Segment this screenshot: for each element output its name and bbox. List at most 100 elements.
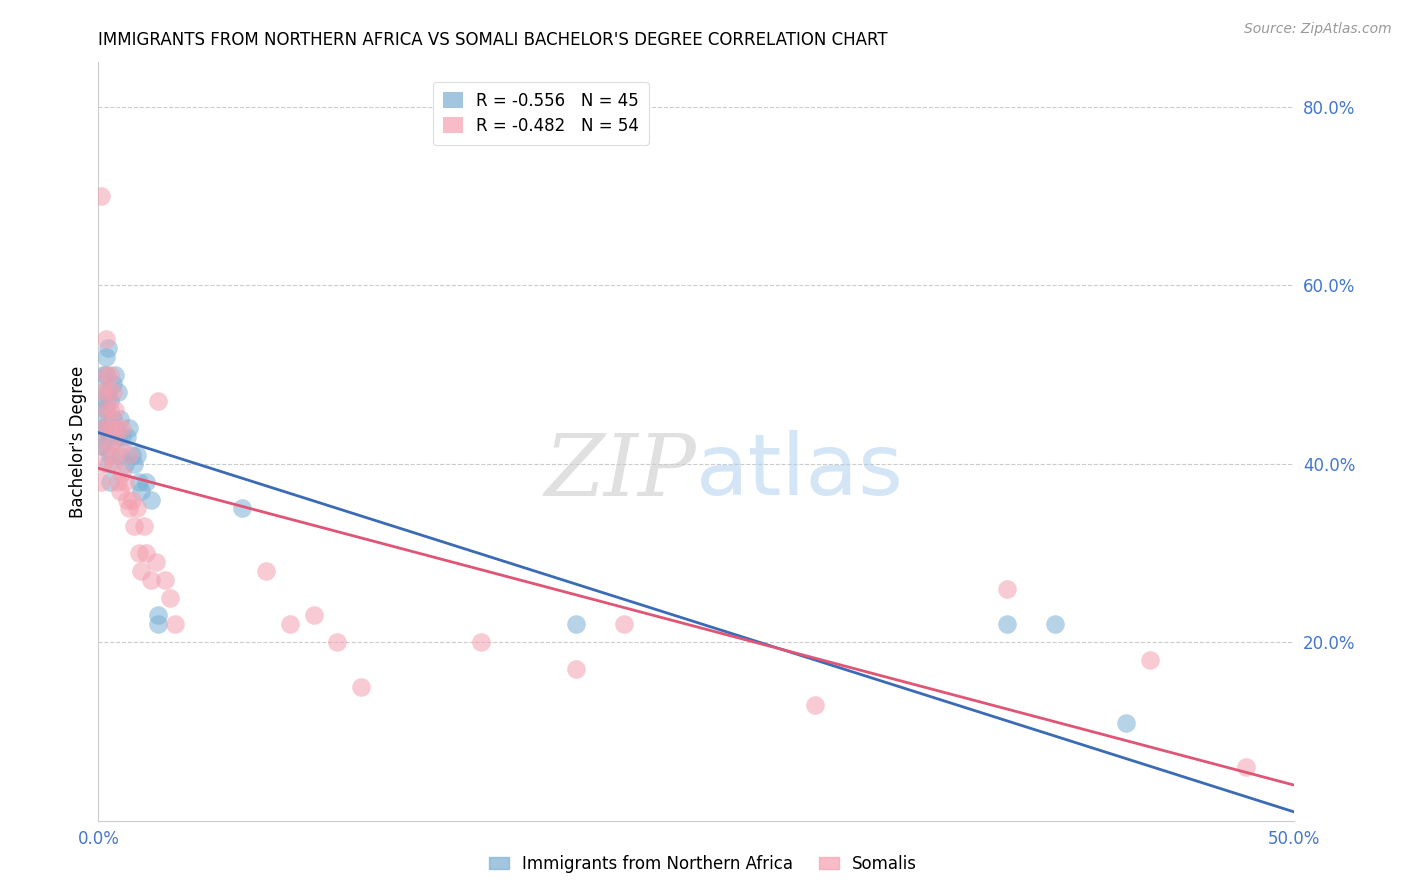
Point <box>613 617 636 632</box>
Point <box>91 421 114 435</box>
Point <box>1139 653 1161 667</box>
Point <box>97 421 120 435</box>
Point <box>121 492 143 507</box>
Point <box>91 439 114 453</box>
Point <box>125 501 148 516</box>
Point <box>163 617 186 632</box>
Point <box>139 573 162 587</box>
Point <box>90 421 112 435</box>
Point <box>118 501 141 516</box>
Point <box>115 492 138 507</box>
Point <box>107 421 129 435</box>
Point <box>98 368 122 382</box>
Point <box>101 457 124 471</box>
Point <box>97 457 120 471</box>
Point <box>326 635 349 649</box>
Point <box>101 385 124 400</box>
Point <box>94 368 117 382</box>
Point <box>91 385 114 400</box>
Point <box>97 341 120 355</box>
Point <box>111 421 134 435</box>
Point <box>159 591 181 605</box>
Point <box>107 430 129 444</box>
Point <box>98 475 122 489</box>
Point <box>804 698 827 712</box>
Point <box>97 421 120 435</box>
Point <box>135 475 157 489</box>
Point <box>108 448 131 462</box>
Point <box>101 421 124 435</box>
Point <box>1234 760 1257 774</box>
Point <box>91 421 114 435</box>
Point <box>1115 715 1137 730</box>
Point <box>145 555 167 569</box>
Point <box>114 457 136 471</box>
Point <box>114 475 136 489</box>
Point <box>107 475 129 489</box>
Point <box>90 189 112 203</box>
Point <box>139 492 162 507</box>
Point <box>94 403 117 417</box>
Point <box>135 546 157 560</box>
Point <box>97 385 120 400</box>
Text: ZIP: ZIP <box>544 431 696 513</box>
Point <box>121 448 143 462</box>
Point <box>90 439 112 453</box>
Point <box>98 394 122 409</box>
Point <box>97 385 120 400</box>
Point <box>90 439 112 453</box>
Point <box>98 439 122 453</box>
Point <box>111 466 134 480</box>
Point <box>94 394 117 409</box>
Y-axis label: Bachelor's Degree: Bachelor's Degree <box>69 366 87 517</box>
Point <box>128 546 150 560</box>
Point <box>94 368 117 382</box>
Point <box>302 608 325 623</box>
Point <box>131 564 153 578</box>
Point <box>115 430 138 444</box>
Text: Source: ZipAtlas.com: Source: ZipAtlas.com <box>1244 22 1392 37</box>
Point <box>108 483 131 498</box>
Point <box>125 448 148 462</box>
Text: atlas: atlas <box>696 430 904 514</box>
Point <box>565 662 588 676</box>
Point <box>94 332 117 346</box>
Point <box>111 430 134 444</box>
Point <box>90 475 112 489</box>
Point <box>128 475 150 489</box>
Point <box>148 617 170 632</box>
Point <box>98 403 122 417</box>
Point <box>124 519 146 533</box>
Point <box>101 376 124 391</box>
Point <box>131 483 153 498</box>
Point <box>132 519 155 533</box>
Point <box>565 617 588 632</box>
Legend: Immigrants from Northern Africa, Somalis: Immigrants from Northern Africa, Somalis <box>482 848 924 880</box>
Point <box>995 582 1018 596</box>
Point <box>108 412 131 426</box>
Point <box>995 617 1018 632</box>
Point <box>91 457 114 471</box>
Point <box>90 403 112 417</box>
Point <box>104 403 127 417</box>
Point <box>231 501 253 516</box>
Point <box>104 448 127 462</box>
Point <box>118 421 141 435</box>
Point <box>350 680 373 694</box>
Point <box>148 608 170 623</box>
Text: IMMIGRANTS FROM NORTHERN AFRICA VS SOMALI BACHELOR'S DEGREE CORRELATION CHART: IMMIGRANTS FROM NORTHERN AFRICA VS SOMAL… <box>98 31 889 49</box>
Point <box>104 421 127 435</box>
Point <box>94 350 117 364</box>
Point <box>91 368 114 382</box>
Point <box>254 564 277 578</box>
Point <box>101 412 124 426</box>
Point <box>1043 617 1066 632</box>
Point <box>91 385 114 400</box>
Point <box>98 430 122 444</box>
Point <box>278 617 301 632</box>
Point <box>104 368 127 382</box>
Point <box>124 457 146 471</box>
Point <box>148 394 170 409</box>
Point <box>94 403 117 417</box>
Point <box>155 573 177 587</box>
